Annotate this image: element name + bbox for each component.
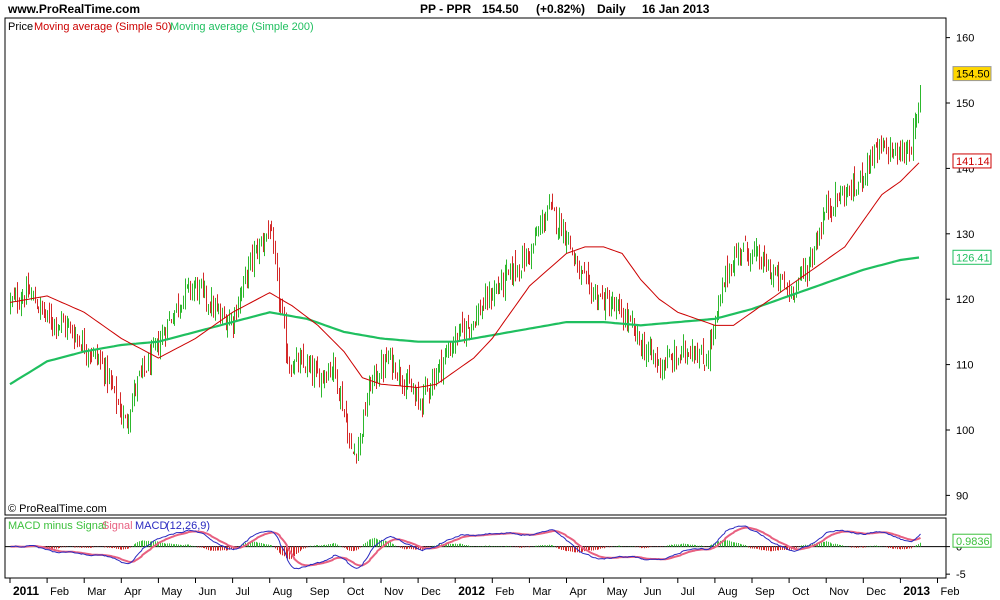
chart-header: www.ProRealTime.com PP - PPR 154.50 (+0.…	[0, 0, 1000, 18]
y-tick-label: 110	[956, 360, 974, 372]
x-tick-label: Sep	[310, 586, 330, 598]
macd-panel-frame	[4, 517, 947, 579]
copyright-label: © ProRealTime.com	[8, 503, 107, 515]
legend-macd: MACD	[135, 520, 167, 532]
macd-indicator: 0-50.9836	[5, 525, 992, 581]
y-tick-label: 150	[956, 98, 974, 110]
x-tick-label: Jul	[681, 586, 695, 598]
x-tick-label: May	[607, 586, 628, 598]
x-tick-label: Nov	[829, 586, 849, 598]
price-label-box	[952, 249, 992, 265]
x-tick-label: 2013	[903, 584, 930, 598]
x-tick-label: Aug	[718, 586, 738, 598]
x-tick-label: Mar	[532, 586, 551, 598]
price-label: 126.41	[956, 252, 990, 264]
x-tick-label: 2011	[13, 584, 39, 598]
x-tick-label: Jul	[236, 586, 250, 598]
legend-ma200-label: Moving average (Simple 200)	[170, 21, 314, 33]
ma50-line	[9, 162, 920, 389]
x-tick-label: Apr	[124, 586, 141, 598]
price-label-box	[952, 66, 992, 82]
price-change: (+0.82%)	[536, 2, 586, 16]
price-label: 154.50	[956, 69, 990, 81]
x-tick-label: Nov	[384, 586, 404, 598]
x-tick-label: Mar	[87, 586, 106, 598]
legend-signal: Signal	[102, 520, 133, 532]
x-tick-label: May	[161, 586, 182, 598]
y-tick-label: 160	[956, 33, 974, 45]
y-tick-label: 120	[956, 294, 974, 306]
macd-last-value-label: 0.9836	[956, 536, 990, 548]
x-tick-label: Jun	[199, 586, 217, 598]
y-tick-label: 130	[956, 229, 974, 241]
x-tick-label: Feb	[941, 586, 960, 598]
legend-macd-minus-signal: MACD minus Signal	[8, 520, 106, 532]
price-label: 141.14	[956, 156, 990, 168]
macd-line	[10, 525, 921, 570]
legend-macd-params: (12,26,9)	[166, 520, 210, 532]
x-tick-label: Oct	[792, 586, 809, 598]
x-tick-label: Dec	[866, 586, 886, 598]
x-tick-label: Sep	[755, 586, 775, 598]
chart-date: 16 Jan 2013	[642, 2, 710, 16]
moving-averages	[9, 162, 920, 389]
site-name[interactable]: www.ProRealTime.com	[8, 2, 141, 16]
x-tick-label: Dec	[421, 586, 441, 598]
price-panel-frame	[4, 17, 947, 516]
instrument-symbol: PP - PPR	[420, 2, 472, 16]
x-tick-label: Jun	[644, 586, 662, 598]
legend-ma50-label: Moving average (Simple 50)	[34, 21, 172, 33]
x-tick-label: Apr	[570, 586, 587, 598]
x-tick-label: Aug	[273, 586, 293, 598]
price-label-box	[952, 153, 992, 169]
y-tick-label: 100	[956, 425, 974, 437]
legend-price-label: Price	[8, 21, 33, 33]
chart-period: Daily	[597, 2, 626, 16]
macd-y-tick-label: -5	[956, 569, 966, 581]
x-tick-label: 2012	[458, 584, 485, 598]
x-tick-label: Oct	[347, 586, 364, 598]
macd-signal-line	[10, 526, 921, 567]
x-tick-label: Feb	[495, 586, 514, 598]
ma200-line	[9, 256, 920, 386]
time-x-axis: 2011 Feb Mar Apr May Jun Jul Aug Sep Oct Nov Dec 201…	[9, 578, 960, 598]
price-candles	[10, 85, 921, 464]
price-y-axis: 16015014013012011010090154.50141.14126.4…	[946, 33, 992, 502]
last-price: 154.50	[482, 2, 519, 16]
x-tick-label: Feb	[50, 586, 69, 598]
macd-last-value-box	[952, 533, 992, 548]
y-tick-label: 90	[956, 490, 968, 502]
